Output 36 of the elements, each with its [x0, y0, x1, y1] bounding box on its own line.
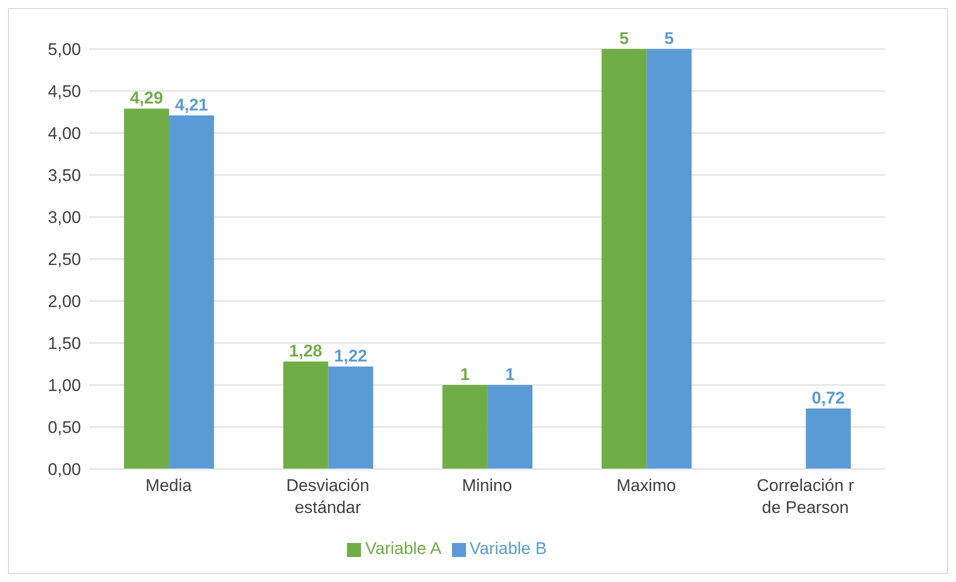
data-label: 1,28: [289, 341, 322, 360]
bar: [487, 385, 532, 469]
data-label: 5: [664, 29, 674, 48]
legend-label: Variable A: [365, 539, 442, 558]
y-tick-label: 2,00: [48, 292, 81, 312]
y-tick-label: 2,50: [48, 250, 81, 270]
y-tick-label: 0,00: [48, 460, 81, 480]
y-tick-label: 1,50: [48, 334, 81, 354]
y-tick-label: 3,50: [48, 166, 81, 186]
y-tick-label: 3,00: [48, 208, 81, 228]
data-label: 1: [505, 365, 515, 384]
x-tick-label: Desviación estándar: [286, 476, 370, 517]
bar: [646, 49, 692, 469]
y-tick-label: 4,00: [48, 124, 81, 144]
bar: [124, 108, 170, 469]
legend-label: Variable B: [470, 539, 547, 558]
y-tick-label: 0,50: [48, 418, 81, 438]
bar: [283, 361, 328, 469]
data-label: 4,21: [174, 95, 208, 114]
y-tick-label: 4,50: [48, 82, 81, 102]
data-label: 1,22: [334, 346, 368, 366]
bar: [169, 115, 214, 469]
bar: [602, 49, 647, 469]
data-label: 1: [460, 365, 470, 384]
x-tick-label: Media: [145, 476, 192, 495]
y-tick-label: 1,00: [48, 376, 81, 396]
x-tick-label: Maximo: [616, 476, 676, 495]
data-label: 5: [619, 29, 629, 48]
bar: [806, 408, 851, 469]
x-tick-label: Correlación r de Pearson: [756, 476, 854, 517]
bar: [442, 385, 488, 469]
bar: [328, 366, 374, 469]
x-tick-label: Minino: [462, 476, 512, 495]
data-label: 4,29: [130, 88, 164, 108]
data-label: 0,72: [812, 388, 845, 408]
y-tick-label: 5,00: [48, 40, 81, 60]
